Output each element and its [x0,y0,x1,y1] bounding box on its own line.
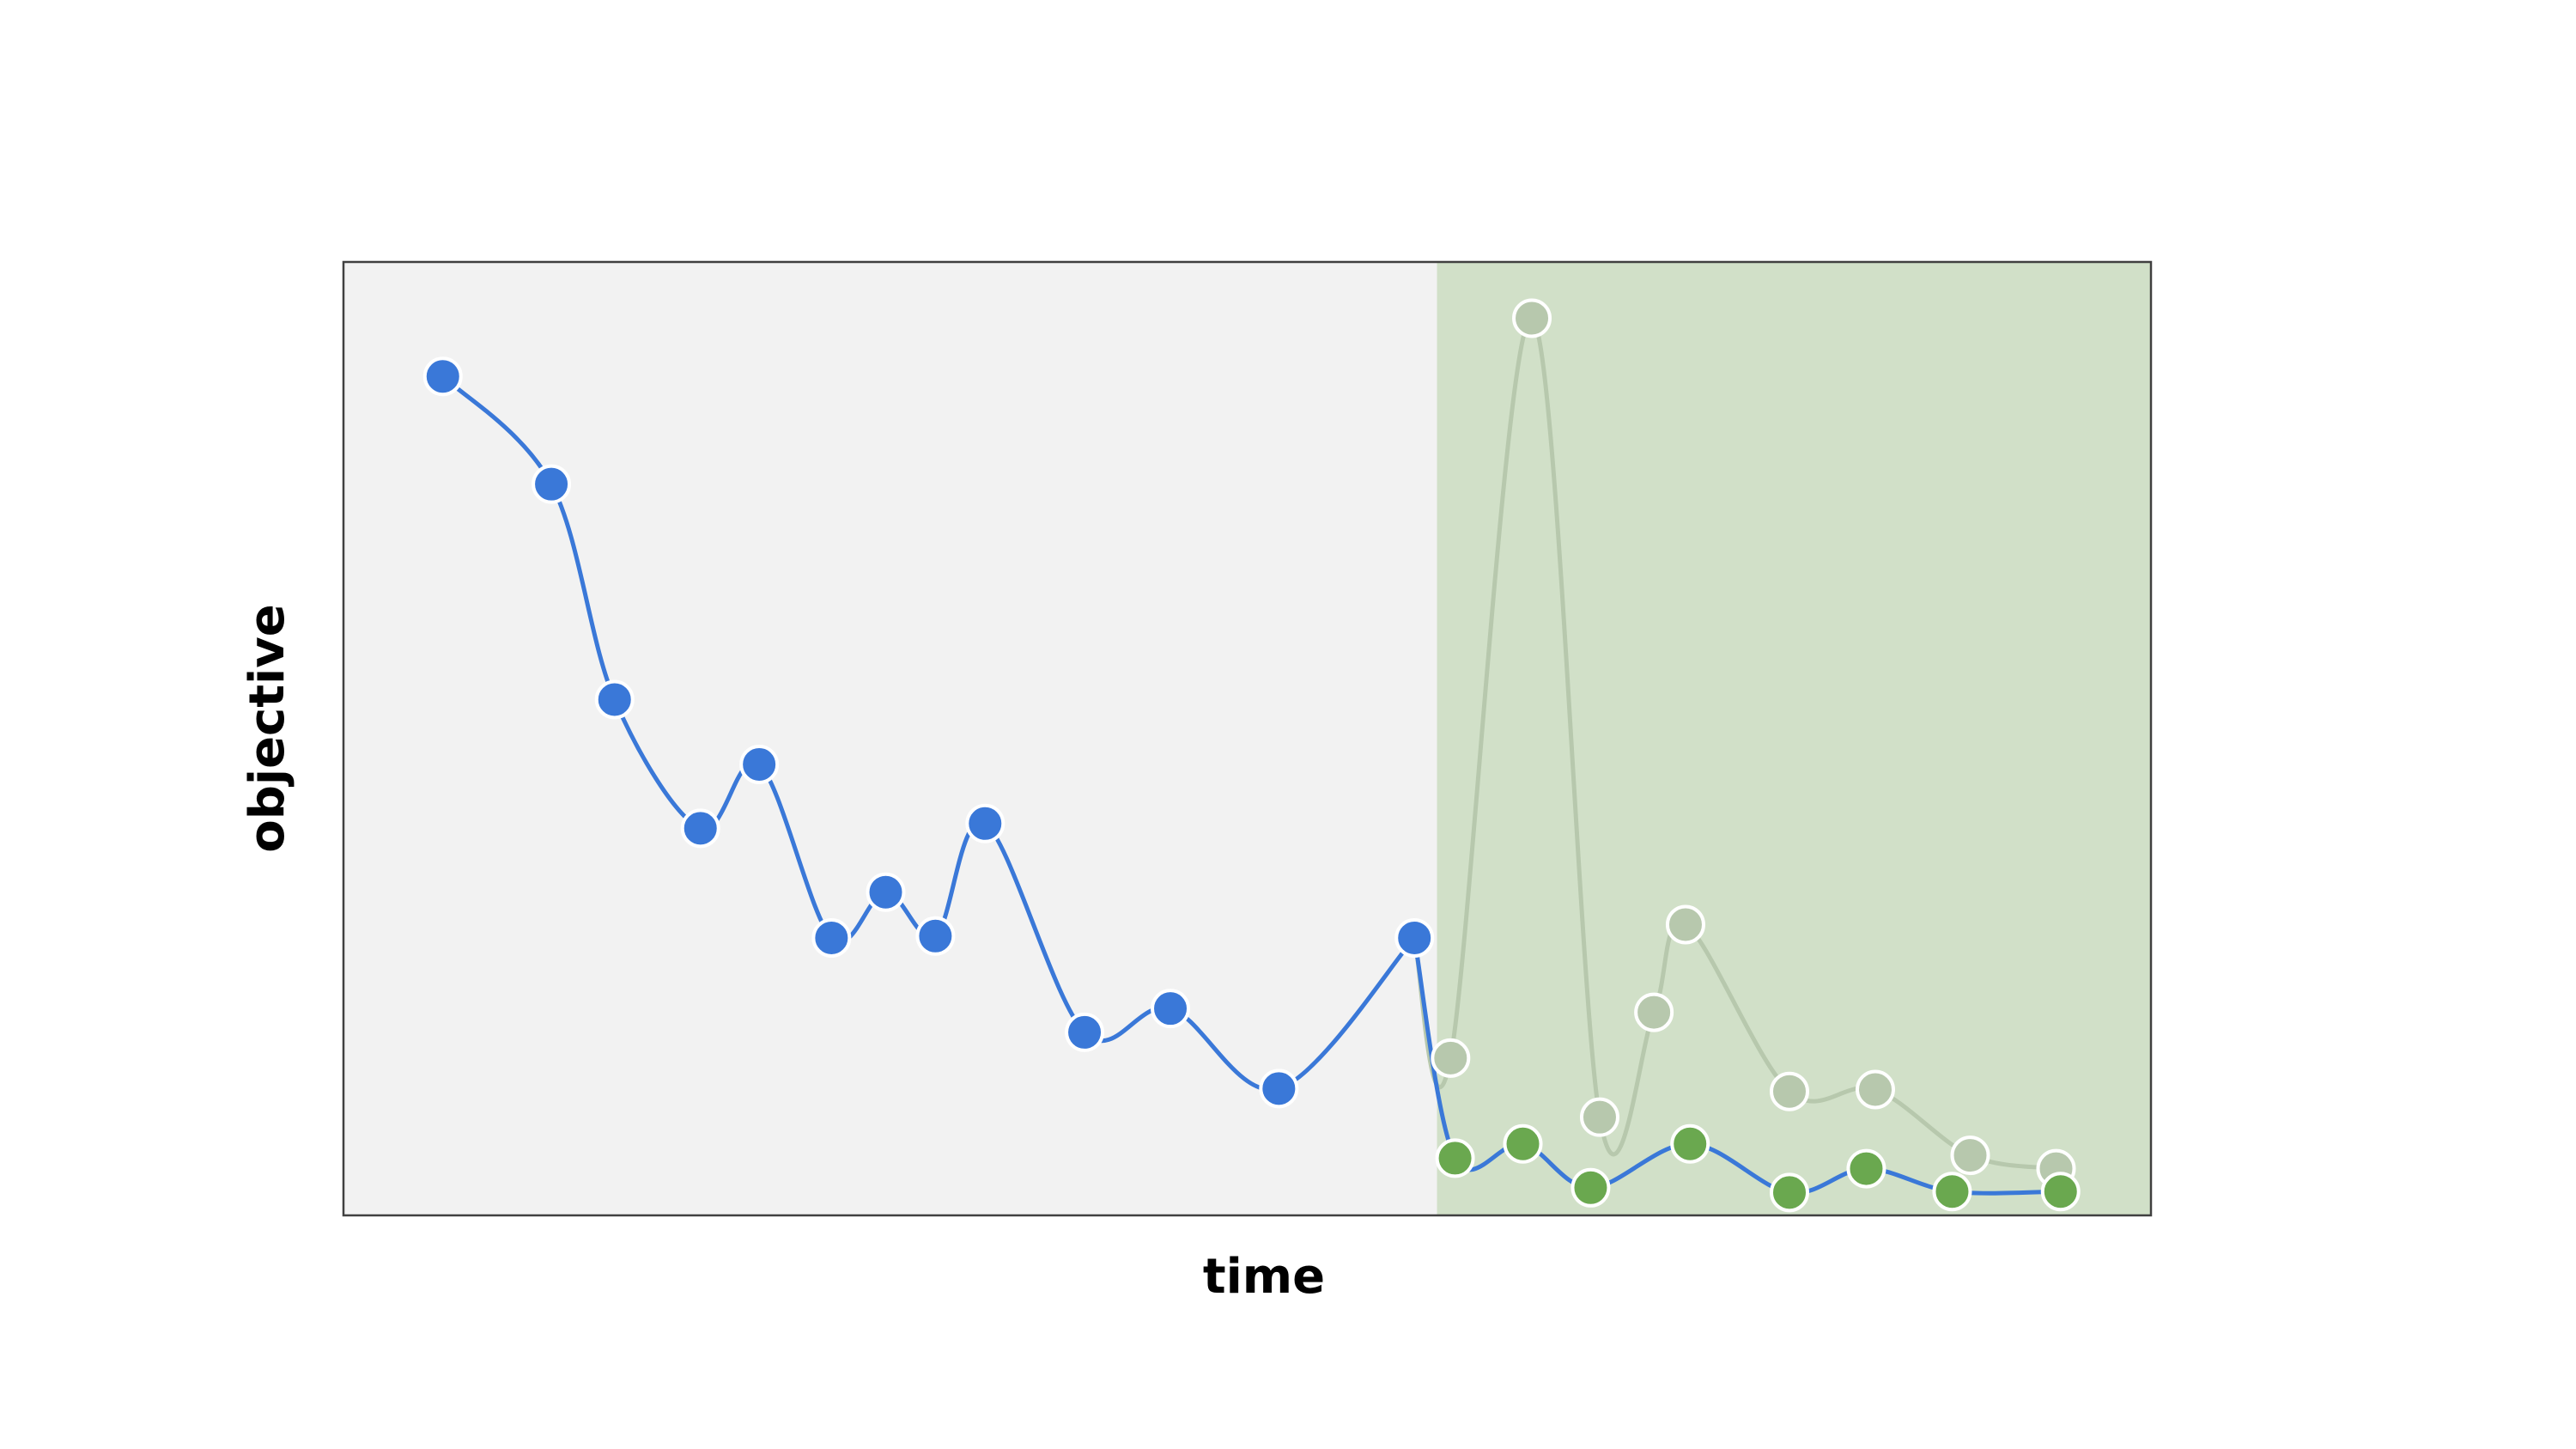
discarded-point [1665,904,1705,945]
history-point [594,679,635,720]
accepted-point [1770,1172,1809,1213]
history-point [965,803,1005,843]
history-point [811,917,852,958]
accepted-point [1932,1172,1972,1212]
discarded-point [1579,1097,1619,1137]
optimization-region [1437,262,2151,1215]
discarded-point [1512,298,1552,338]
accepted-point [1670,1123,1710,1164]
history-point [422,356,463,397]
history-point [680,808,720,849]
accepted-point [1503,1123,1543,1164]
x-axis-label: time [1203,1249,1325,1305]
history-point [915,916,956,956]
history-region [343,262,1437,1215]
accepted-point [1435,1138,1475,1178]
discarded-point [1431,1038,1471,1078]
plot-frame [342,260,2153,1217]
accepted-point [1571,1167,1611,1208]
accepted-point [2040,1172,2081,1212]
history-point [1065,1012,1105,1052]
discarded-point [1634,992,1674,1032]
chart-markers [422,298,2081,1213]
discarded-point [1855,1069,1895,1110]
chart-regions [343,262,2151,1215]
history-point [866,872,906,912]
discarded-point [1770,1071,1809,1111]
y-axis-label: objective [240,604,295,852]
history-point [1151,989,1191,1029]
discarded-point [1950,1135,1990,1176]
accepted-point [1846,1148,1886,1189]
history-point [1394,917,1435,958]
history-point [532,464,572,504]
history-point [1259,1068,1299,1109]
history-point [739,744,780,784]
